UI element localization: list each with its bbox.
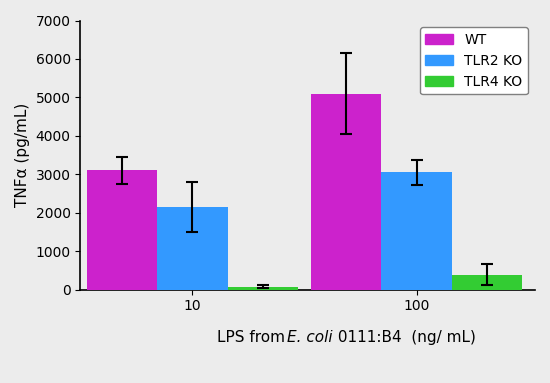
Text: 0111:B4  (ng/ mL): 0111:B4 (ng/ mL) bbox=[333, 330, 476, 345]
Bar bbox=[87, 170, 157, 290]
Bar bbox=[228, 287, 298, 290]
Bar bbox=[452, 275, 522, 290]
Text: E. coli: E. coli bbox=[287, 330, 333, 345]
Legend: WT, TLR2 KO, TLR4 KO: WT, TLR2 KO, TLR4 KO bbox=[420, 28, 528, 95]
Bar bbox=[311, 93, 381, 290]
Text: LPS from: LPS from bbox=[217, 330, 290, 345]
Y-axis label: TNFα (pg/mL): TNFα (pg/mL) bbox=[15, 103, 30, 207]
Bar bbox=[381, 172, 452, 290]
Bar bbox=[157, 207, 228, 290]
